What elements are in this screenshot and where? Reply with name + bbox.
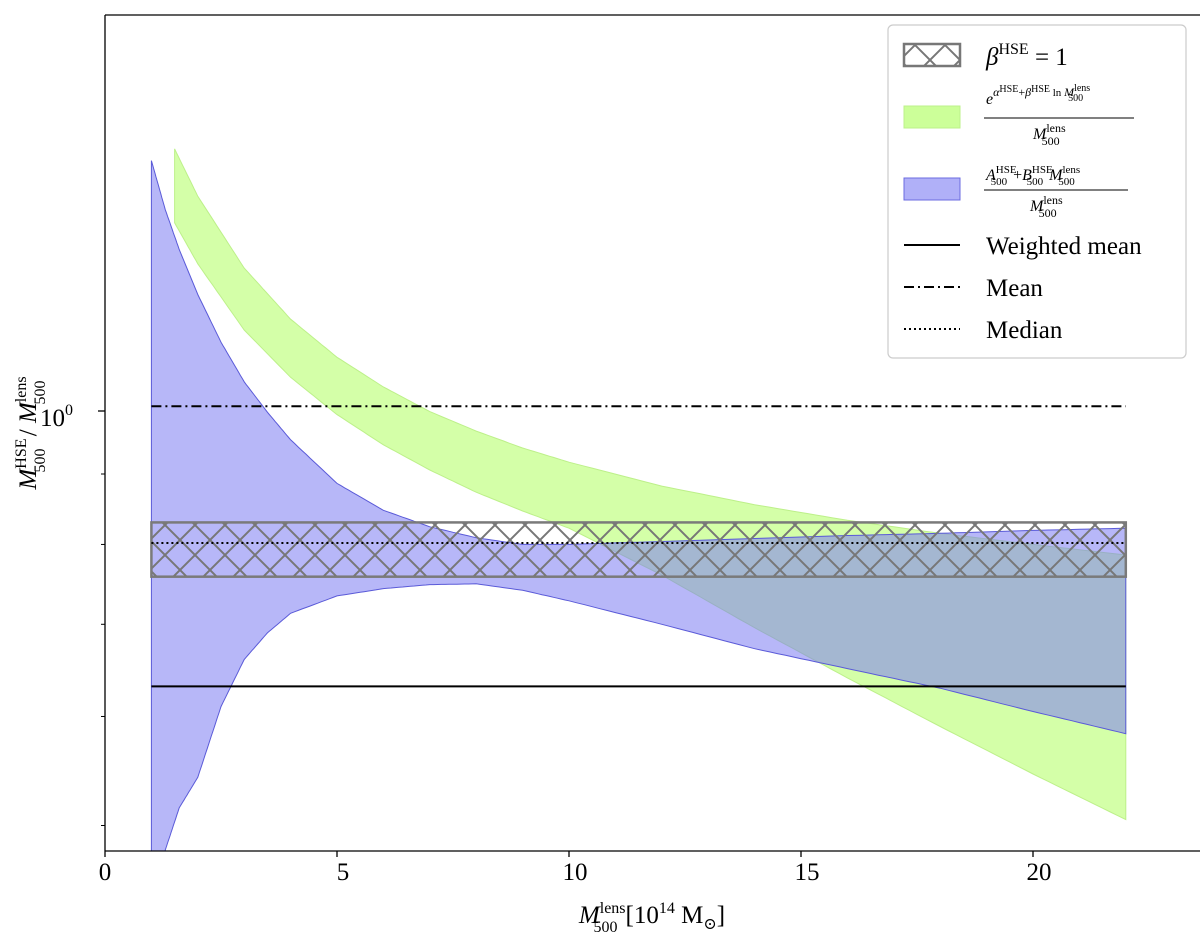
legend-swatch-blue	[903, 177, 961, 201]
legend-label-weighted-mean: Weighted mean	[986, 233, 1142, 260]
x-tick-label: 10	[563, 859, 588, 886]
x-tick-label: 0	[99, 859, 112, 886]
x-tick-label: 5	[337, 859, 350, 886]
legend-entry-weighted-mean: Weighted mean	[904, 233, 1142, 260]
x-tick-label: 15	[795, 859, 820, 886]
x-tick-labels: 0 5 10 15 20	[99, 859, 1052, 886]
data-layer	[150, 148, 1128, 851]
legend: βHSE = 1 eαHSE+βHSE ln Mlens 500 Mlens 500…	[887, 24, 1187, 359]
series-linear-band	[150, 160, 1127, 851]
legend-label-beta: βHSE = 1	[985, 41, 1068, 71]
legend-entry-beta: βHSE = 1	[902, 41, 1068, 71]
y-axis-label: MHSE 500 / Mlens 500	[13, 376, 49, 490]
legend-label-linear-num: AHSE 500 +BHSE 500 Mlens 500	[985, 164, 1080, 188]
legend-entry-median: Median	[904, 317, 1063, 344]
legend-box	[887, 24, 1187, 359]
axes-frame	[104, 14, 1200, 852]
legend-entry-linear: AHSE 500 +BHSE 500 Mlens 500 Mlens 500	[903, 164, 1128, 220]
legend-label-power-num: eαHSE+βHSE ln Mlens 500	[986, 83, 1090, 108]
legend-swatch-green	[903, 105, 961, 129]
legend-label-mean: Mean	[986, 275, 1043, 302]
legend-label-median: Median	[986, 317, 1063, 344]
x-tick-label: 20	[1027, 859, 1052, 886]
y-tick-label: 100	[40, 402, 73, 432]
series-beta-hatched-band	[150, 521, 1128, 578]
x-axis-label: Mlens 500 [1014 M⊙]	[578, 900, 725, 936]
legend-swatch-hatched	[902, 42, 962, 68]
legend-entry-mean: Mean	[904, 275, 1043, 302]
legend-label-linear-den: Mlens 500	[1029, 193, 1063, 220]
legend-label-power-den: Mlens 500	[1032, 121, 1066, 148]
tick-layer	[98, 410, 1034, 857]
legend-entry-power-law: eαHSE+βHSE ln Mlens 500 Mlens 500	[903, 83, 1134, 148]
